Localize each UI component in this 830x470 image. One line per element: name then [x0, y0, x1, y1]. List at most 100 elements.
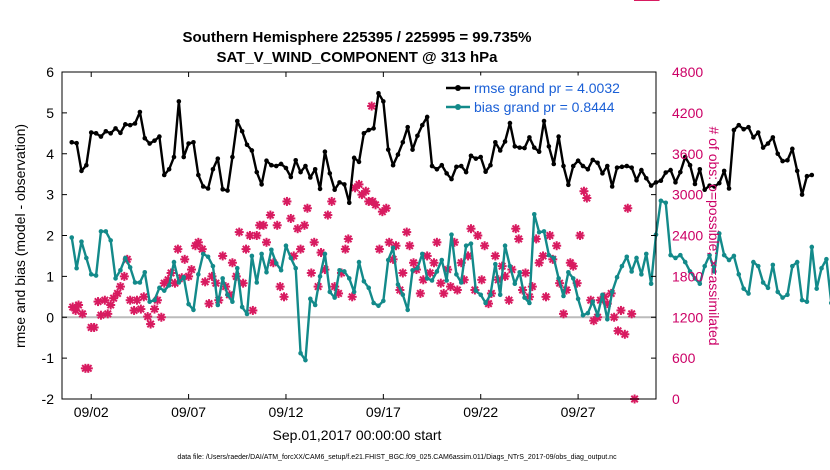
series-0-point-4 — [88, 130, 94, 135]
series-1-point-39 — [259, 251, 264, 257]
obs-assimilated-marker-94-d2 — [385, 238, 394, 247]
series-0-point-61 — [366, 127, 372, 133]
series-1-point-151 — [804, 299, 810, 305]
obs-assimilated-marker-21-d2 — [136, 305, 145, 314]
y-right-tick-label-1: 600 — [672, 350, 696, 366]
obs-assimilated-marker-64-d2 — [282, 197, 291, 206]
series-1-point-93 — [522, 295, 527, 300]
obs-assimilated-marker-82-d2 — [344, 234, 353, 243]
series-0-point-151 — [804, 173, 810, 179]
series-1-point-84 — [478, 292, 484, 298]
obs-assimilated-marker-14-d2 — [113, 289, 122, 298]
series-1-point-109 — [600, 292, 605, 298]
obs-assimilated-marker-50-d2 — [235, 228, 244, 237]
series-0-point-58 — [351, 155, 357, 161]
obs-assimilated-marker-118 — [466, 224, 476, 234]
series-1-point-128 — [692, 276, 698, 281]
series-0-point-69 — [405, 124, 410, 130]
obs-assimilated-marker-3 — [77, 309, 87, 319]
obs-assimilated-marker-161 — [613, 326, 623, 336]
series-1-point-59 — [356, 259, 362, 265]
series-1-point-107 — [590, 299, 596, 305]
series-0-point-38 — [254, 169, 260, 175]
series-1-point-57 — [346, 276, 352, 281]
obs-assimilated-marker-110-d2 — [439, 289, 448, 298]
obs-assimilated-marker-54-d2 — [248, 306, 257, 315]
obs-assimilated-marker-112-d2 — [446, 282, 455, 291]
obs-assimilated-marker-11 — [103, 309, 113, 319]
obs-assimilated-marker-151-d2 — [579, 187, 588, 196]
series-1-point-98 — [546, 252, 552, 258]
obs-assimilated-marker-34 — [180, 254, 190, 264]
obs-assimilated-marker-50 — [234, 227, 244, 237]
obs-assimilated-marker-2 — [74, 300, 84, 310]
obs-assimilated-marker-12 — [106, 300, 116, 310]
y-right-tick-label-0: 0 — [672, 391, 680, 407]
series-1-point-117 — [639, 272, 644, 277]
obs-possible-marker-0-d2 — [367, 102, 376, 111]
obs-assimilated-marker-107 — [429, 258, 439, 268]
series-0-point-94 — [527, 135, 532, 140]
obs-assimilated-marker-143 — [552, 241, 562, 251]
x-tick-label-2: 09/12 — [268, 404, 303, 420]
obs-assimilated-marker-34-d2 — [180, 255, 189, 264]
series-1-point-52 — [322, 251, 328, 257]
series-1-point-133 — [716, 231, 722, 236]
obs-assimilated-marker-79-d2 — [334, 289, 343, 298]
series-1-point-18 — [157, 285, 162, 291]
series-1-point-56 — [342, 269, 347, 274]
series-0-point-3 — [84, 162, 89, 168]
series-1-point-1 — [74, 265, 79, 271]
obs-assimilated-marker-61 — [272, 220, 282, 230]
series-1-point-72 — [419, 251, 425, 257]
obs-assimilated-marker-70-d2 — [303, 204, 312, 213]
series-0-point-87 — [493, 140, 498, 145]
y-left-tick-label-1: -1 — [42, 350, 55, 366]
series-1-point-20 — [166, 283, 172, 288]
obs-assimilated-marker-72-d2 — [310, 238, 319, 247]
obs-assimilated-marker-76-d2 — [323, 211, 332, 220]
obs-assimilated-marker-72 — [309, 237, 319, 247]
series-1-point-97 — [541, 229, 547, 234]
series-0-point-45 — [288, 174, 294, 180]
obs-assimilated-marker-67 — [293, 224, 303, 234]
series-0-point-128 — [692, 181, 698, 187]
series-0-point-9 — [113, 126, 118, 131]
series-0-point-77 — [444, 171, 449, 176]
series-0-point-75 — [434, 166, 440, 172]
series-0-point-136 — [731, 127, 737, 133]
series-0-point-53 — [327, 171, 333, 176]
series-1-point-119 — [648, 281, 654, 287]
legend-label-1: bias grand pr = 0.8444 — [474, 99, 615, 115]
series-0-point-20 — [166, 166, 172, 172]
obs-assimilated-marker-132-d2 — [514, 234, 523, 243]
series-0-point-47 — [298, 169, 303, 175]
series-1-point-47 — [298, 350, 303, 356]
series-0-point-50 — [312, 166, 318, 172]
obs-assimilated-marker-12-d2 — [106, 301, 115, 309]
series-1-point-63 — [376, 303, 381, 309]
obs-assimilated-marker-61-d2 — [273, 221, 282, 230]
series-1-point-13 — [132, 280, 138, 285]
obs-assimilated-marker-65 — [286, 213, 296, 223]
x-tick-label-3: 09/17 — [366, 404, 401, 420]
series-1-point-61 — [366, 285, 372, 291]
y-left-tick-label-7: 5 — [46, 105, 54, 121]
series-1-point-79 — [454, 272, 459, 277]
obs-assimilated-marker-58-d2 — [262, 238, 271, 247]
series-0-point-111 — [609, 184, 615, 189]
series-0-point-68 — [400, 140, 406, 145]
obs-assimilated-marker-41-d2 — [205, 299, 213, 308]
series-0-point-35 — [239, 128, 245, 134]
obs-assimilated-marker-98-d2 — [398, 269, 407, 277]
series-1-point-127 — [687, 269, 693, 274]
series-0-point-126 — [682, 154, 688, 160]
obs-assimilated-marker-36 — [187, 265, 197, 275]
series-0-point-147 — [785, 157, 790, 163]
obs-assimilated-marker-85-d2 — [355, 180, 363, 189]
x-tick-label-1: 09/07 — [171, 404, 206, 420]
series-1-point-67 — [395, 282, 401, 287]
chart-title-line1: Southern Hemisphere 225395 / 225995 = 99… — [183, 29, 532, 46]
series-1-point-148 — [790, 263, 795, 269]
series-1-point-140 — [751, 259, 756, 265]
